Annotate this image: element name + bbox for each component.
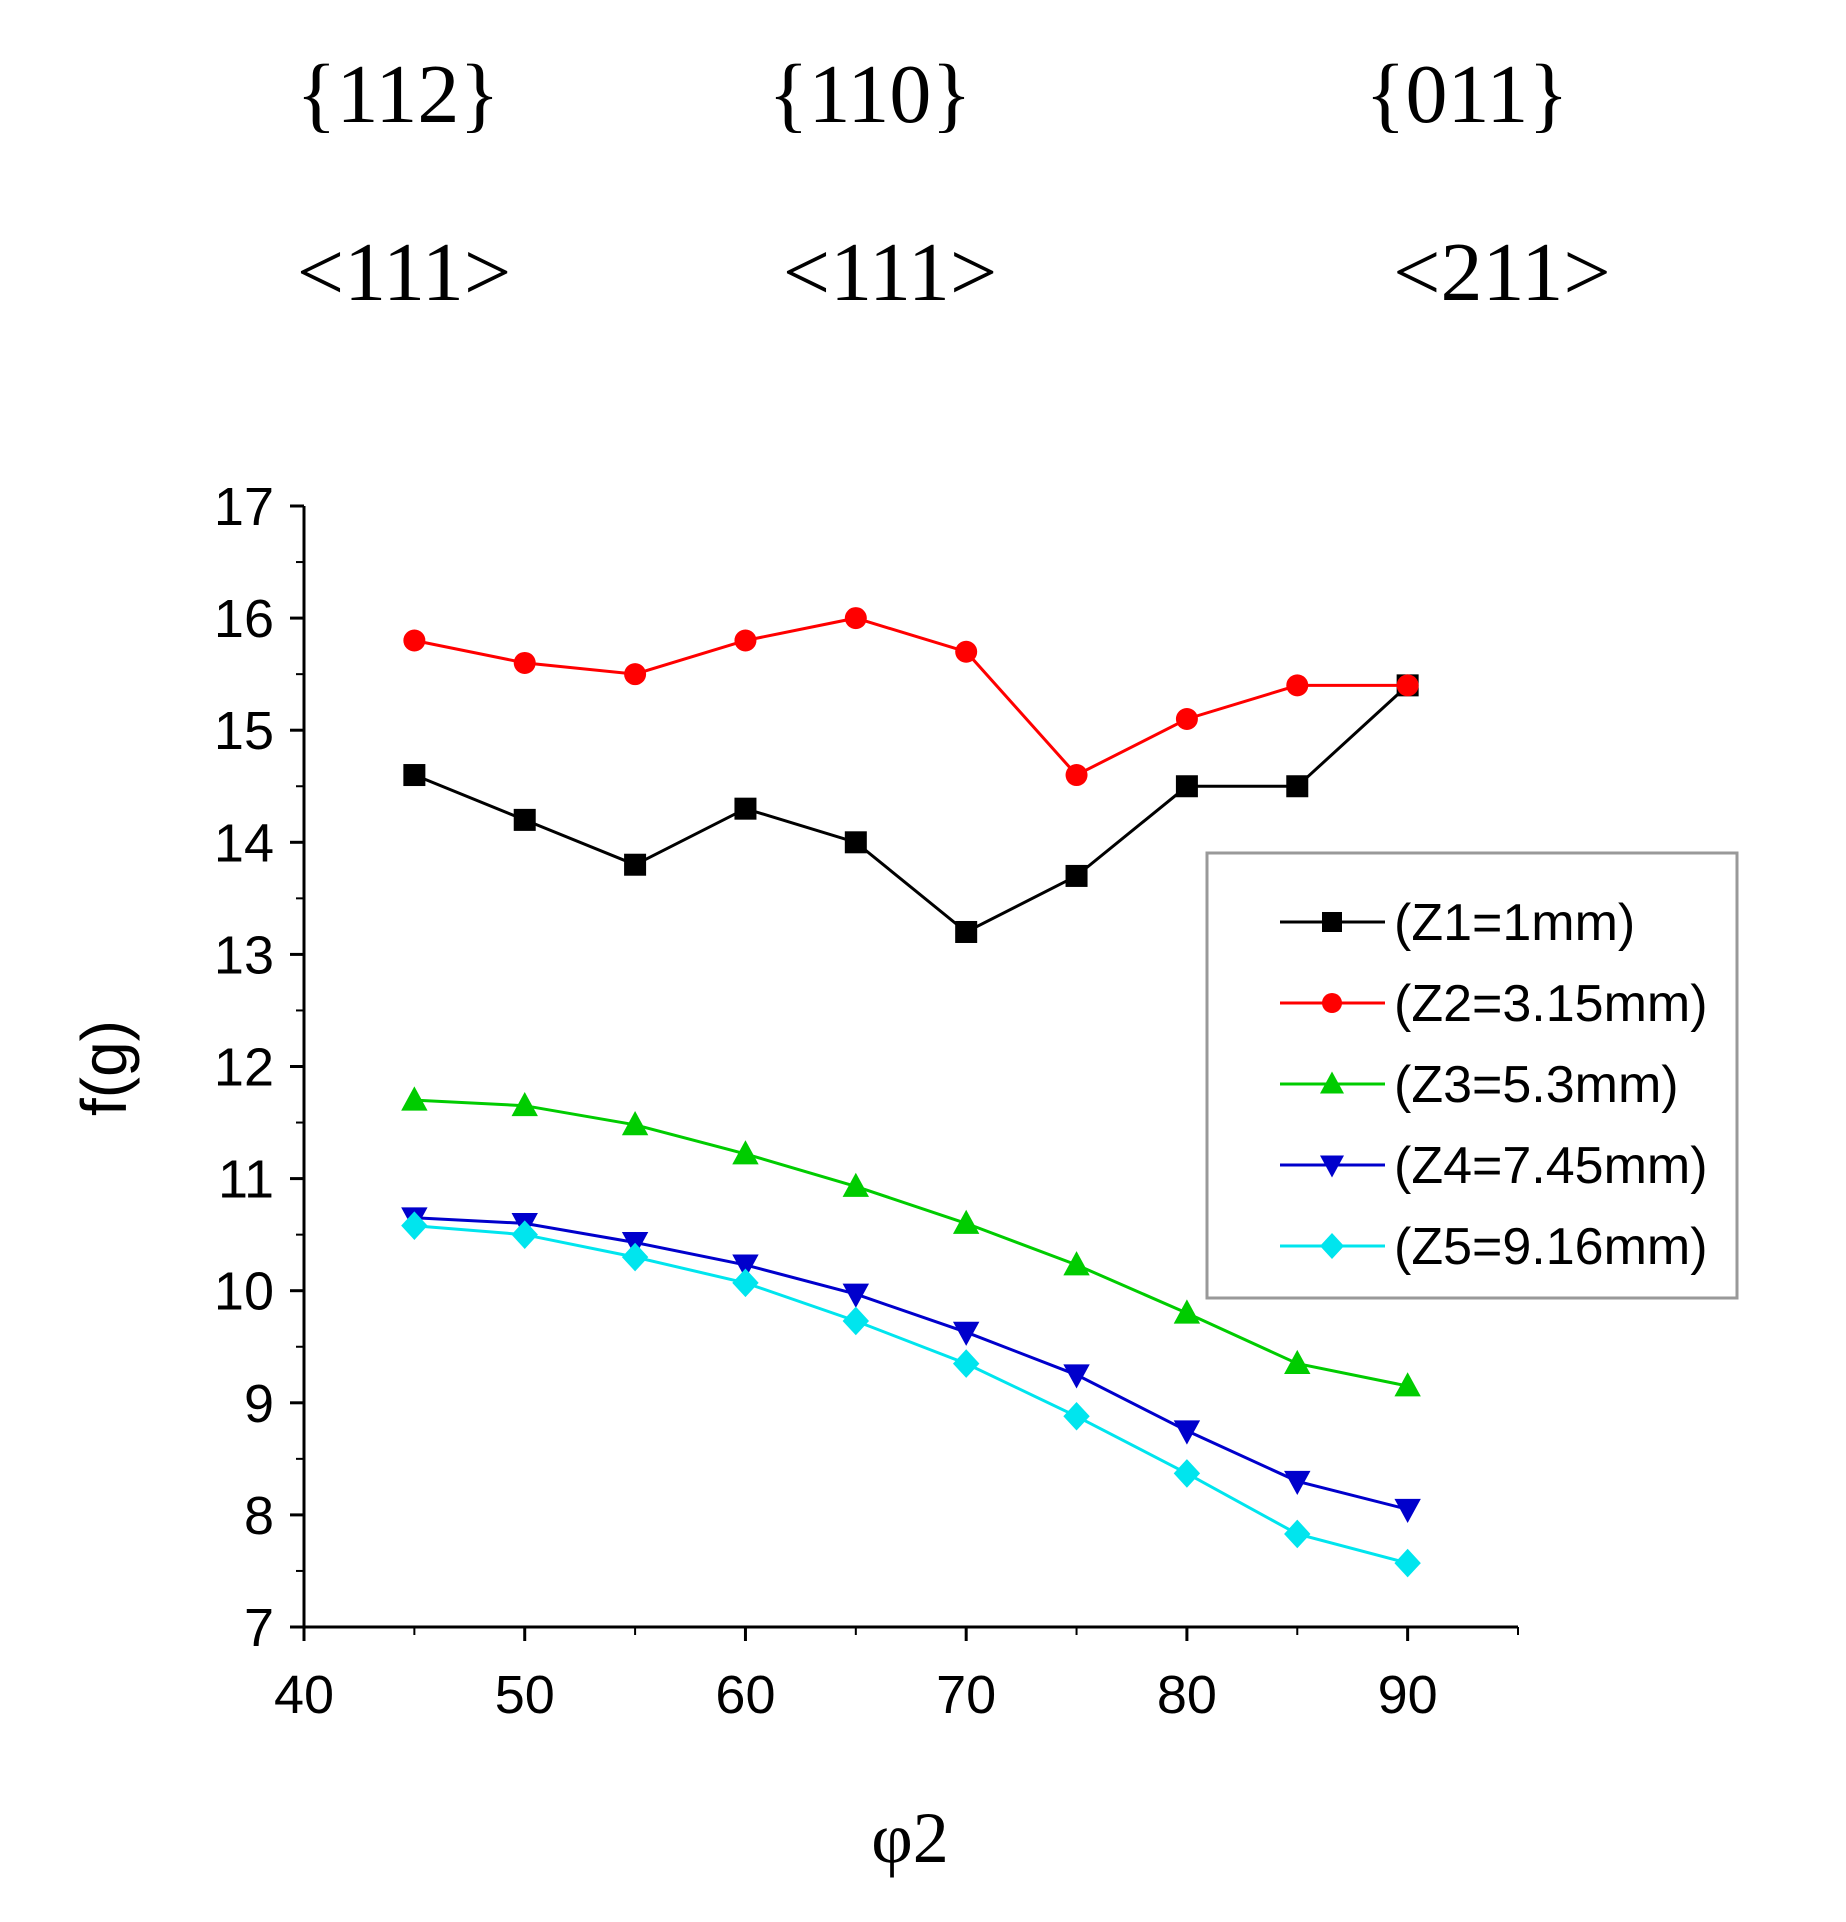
data-point bbox=[1173, 1459, 1201, 1488]
data-point bbox=[1063, 1364, 1090, 1389]
axes: 7 8 9 10 11 12 13 14 15 16 17 40 50 60 70 80 90 bbox=[214, 477, 1519, 1725]
y-tick-label: 10 bbox=[214, 1262, 274, 1322]
plane-label-2: {110} bbox=[768, 48, 972, 141]
data-point bbox=[1175, 775, 1198, 798]
data-point bbox=[1063, 1401, 1090, 1431]
x-tick-label: 50 bbox=[495, 1665, 555, 1725]
data-point bbox=[1284, 1470, 1311, 1496]
data-point bbox=[952, 1321, 980, 1346]
data-point bbox=[1065, 864, 1088, 887]
x-tick-label: 80 bbox=[1157, 1665, 1217, 1725]
y-tick-label: 11 bbox=[218, 1150, 274, 1210]
data-point bbox=[952, 1209, 980, 1234]
data-point bbox=[401, 1086, 428, 1111]
data-point bbox=[621, 1111, 649, 1136]
legend-marker bbox=[1320, 1233, 1344, 1259]
data-point bbox=[513, 808, 536, 831]
legend-marker bbox=[1322, 993, 1342, 1013]
data-point bbox=[1286, 775, 1309, 798]
series-4 bbox=[401, 1207, 1421, 1524]
y-tick-label: 12 bbox=[214, 1038, 274, 1098]
y-tick-label: 15 bbox=[214, 701, 274, 761]
data-point bbox=[1394, 1498, 1421, 1524]
data-point bbox=[732, 1140, 759, 1165]
y-tick-label: 9 bbox=[244, 1374, 274, 1434]
x-tick-label: 40 bbox=[274, 1665, 334, 1725]
plane-label-3: {011} bbox=[1365, 48, 1569, 141]
legend-box bbox=[1205, 851, 1739, 1300]
x-tick-label: 70 bbox=[936, 1665, 996, 1725]
data-point bbox=[732, 1268, 759, 1298]
data-point bbox=[1284, 1519, 1311, 1549]
legend-label: (Z5=9.16mm) bbox=[1394, 1218, 1708, 1276]
data-point bbox=[844, 607, 867, 630]
data-point bbox=[1286, 674, 1309, 697]
data-point bbox=[844, 831, 867, 854]
data-point bbox=[732, 1254, 759, 1279]
data-point bbox=[842, 1172, 870, 1197]
data-point bbox=[1063, 1251, 1090, 1276]
data-point bbox=[734, 629, 757, 652]
series-line bbox=[414, 1224, 1408, 1565]
direction-label-3: <211> bbox=[1393, 226, 1611, 319]
data-point bbox=[511, 1220, 538, 1249]
data-point bbox=[513, 651, 536, 674]
legend-label: (Z1=1mm) bbox=[1394, 894, 1635, 952]
y-tick-label: 13 bbox=[214, 925, 274, 985]
data-point bbox=[952, 1349, 980, 1378]
x-tick-label: 60 bbox=[715, 1665, 775, 1725]
direction-label-2: <111> bbox=[783, 226, 998, 319]
data-point bbox=[1175, 707, 1198, 730]
legend: (Z1=1mm) (Z2=3.15mm) (Z3=5.3mm) (Z4=7.45mm)… bbox=[1205, 851, 1739, 1300]
data-point bbox=[1284, 1349, 1311, 1375]
legend-label: (Z4=7.45mm) bbox=[1394, 1137, 1708, 1195]
series-line bbox=[414, 616, 1408, 777]
series-3 bbox=[401, 1086, 1421, 1397]
data-point bbox=[624, 663, 647, 686]
data-point bbox=[1396, 674, 1419, 697]
series-line bbox=[414, 1216, 1408, 1511]
series-line bbox=[413, 684, 1409, 934]
y-axis-title: f(g) bbox=[68, 1020, 140, 1116]
data-point bbox=[403, 764, 426, 787]
data-point bbox=[1394, 1548, 1421, 1578]
series-line bbox=[414, 1098, 1408, 1388]
legend-marker bbox=[1322, 912, 1342, 932]
series-layer bbox=[401, 607, 1421, 1578]
data-point bbox=[1394, 1372, 1421, 1397]
data-point bbox=[1173, 1420, 1201, 1445]
x-tick-label: 90 bbox=[1378, 1665, 1438, 1725]
legend-label: (Z2=3.15mm) bbox=[1394, 975, 1708, 1033]
series-5 bbox=[401, 1211, 1421, 1578]
y-tick-label: 17 bbox=[214, 477, 274, 537]
data-point bbox=[403, 629, 426, 652]
y-tick-label: 16 bbox=[214, 589, 274, 649]
y-tick-label: 8 bbox=[244, 1486, 274, 1546]
data-point bbox=[842, 1306, 870, 1336]
legend-marker bbox=[1320, 1155, 1344, 1178]
crystal-annotations: {112} {110} {011} <111> <111> <211> bbox=[296, 48, 1611, 319]
plane-label-1: {112} bbox=[296, 48, 500, 141]
data-point bbox=[842, 1283, 870, 1308]
data-point bbox=[621, 1242, 649, 1272]
data-point bbox=[511, 1091, 538, 1117]
legend-marker bbox=[1320, 1071, 1344, 1094]
legend-label: (Z3=5.3mm) bbox=[1394, 1056, 1679, 1114]
direction-label-1: <111> bbox=[297, 226, 512, 319]
y-tick-label: 14 bbox=[214, 813, 274, 873]
data-point bbox=[401, 1211, 428, 1240]
series-2 bbox=[403, 607, 1419, 787]
data-point bbox=[955, 640, 978, 663]
data-point bbox=[1065, 764, 1088, 787]
data-point bbox=[734, 797, 757, 820]
data-point bbox=[1173, 1299, 1201, 1324]
x-axis-title: φ2 bbox=[871, 1798, 949, 1878]
data-point bbox=[955, 920, 978, 943]
data-point bbox=[624, 853, 647, 876]
y-tick-label: 7 bbox=[244, 1598, 274, 1658]
